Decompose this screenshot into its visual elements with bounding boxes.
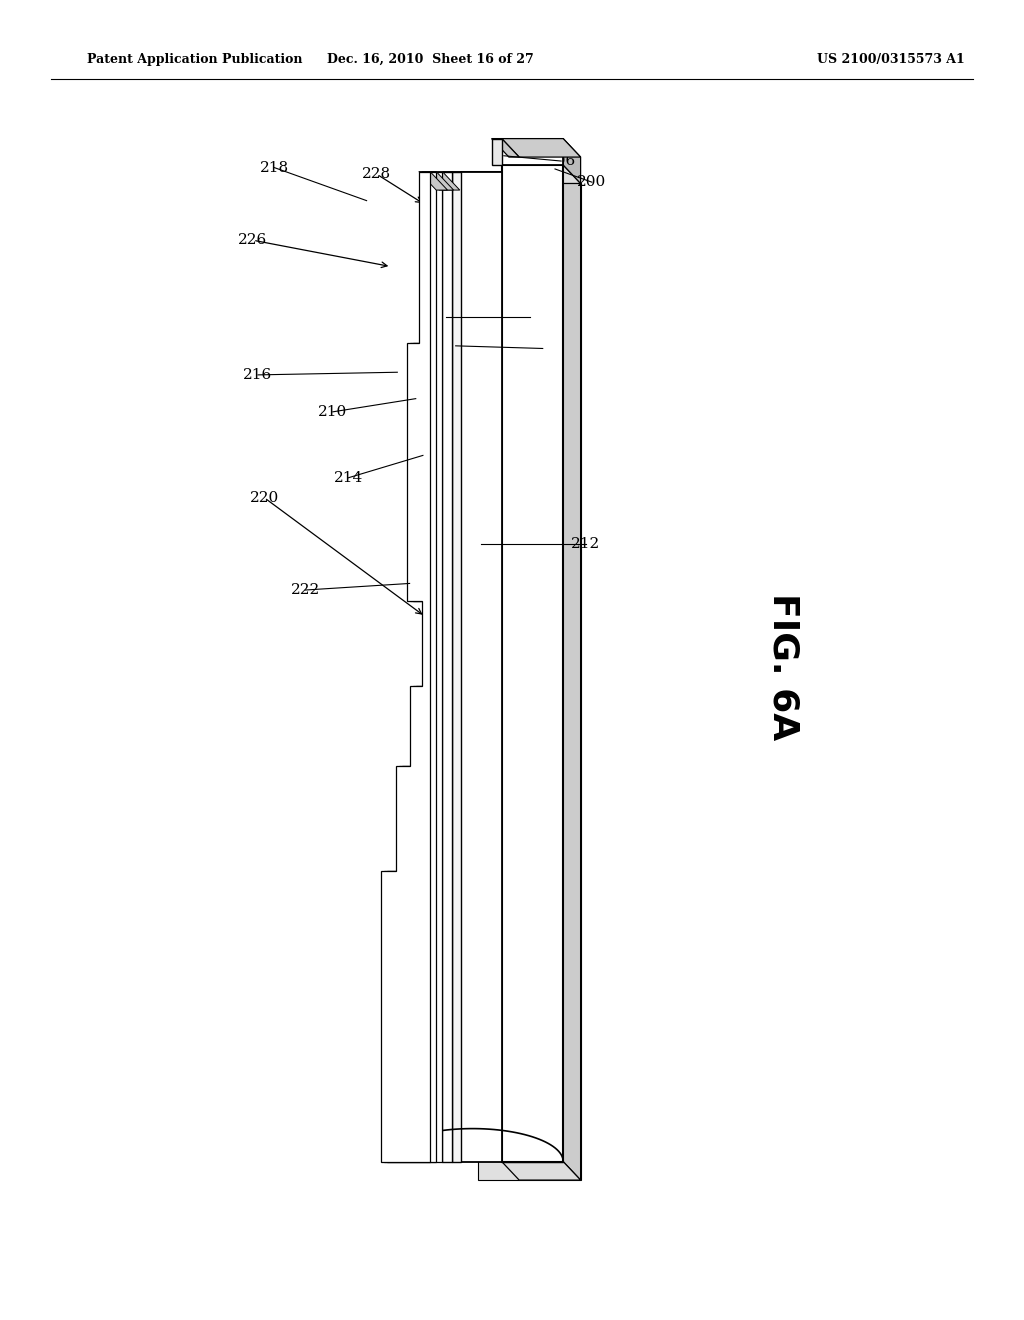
Polygon shape xyxy=(442,172,469,190)
Text: Dec. 16, 2010  Sheet 16 of 27: Dec. 16, 2010 Sheet 16 of 27 xyxy=(327,53,534,66)
Text: FIG. 6A: FIG. 6A xyxy=(766,593,801,741)
Polygon shape xyxy=(425,172,460,190)
Text: 214: 214 xyxy=(334,471,362,484)
Text: 216: 216 xyxy=(244,368,272,381)
Text: 228: 228 xyxy=(362,168,391,181)
Polygon shape xyxy=(419,172,447,190)
Polygon shape xyxy=(387,172,442,1162)
Polygon shape xyxy=(492,139,519,157)
Polygon shape xyxy=(452,172,478,190)
Polygon shape xyxy=(519,183,581,1180)
Polygon shape xyxy=(384,172,436,1162)
Polygon shape xyxy=(563,165,581,1180)
Text: 210: 210 xyxy=(318,405,347,418)
Polygon shape xyxy=(502,139,563,165)
Polygon shape xyxy=(502,1162,581,1180)
Text: US 2100/0315573 A1: US 2100/0315573 A1 xyxy=(817,53,965,66)
Polygon shape xyxy=(492,139,502,165)
Text: 206: 206 xyxy=(547,154,575,168)
Text: 208: 208 xyxy=(528,342,557,355)
Text: 212: 212 xyxy=(571,537,600,550)
Text: Patent Application Publication: Patent Application Publication xyxy=(87,53,302,66)
Polygon shape xyxy=(381,172,430,1162)
Text: 204: 204 xyxy=(516,310,545,323)
Text: 222: 222 xyxy=(291,583,319,597)
Text: 220: 220 xyxy=(250,491,279,504)
Polygon shape xyxy=(452,172,461,1162)
Text: 218: 218 xyxy=(260,161,289,174)
Polygon shape xyxy=(442,172,452,1162)
Polygon shape xyxy=(422,172,454,190)
Text: 200: 200 xyxy=(578,176,606,189)
Text: 226: 226 xyxy=(239,234,267,247)
Polygon shape xyxy=(478,190,519,1180)
Polygon shape xyxy=(461,172,519,190)
Polygon shape xyxy=(502,165,581,183)
Polygon shape xyxy=(461,172,502,1162)
Polygon shape xyxy=(502,165,563,1162)
Polygon shape xyxy=(502,139,581,157)
Polygon shape xyxy=(563,139,581,183)
